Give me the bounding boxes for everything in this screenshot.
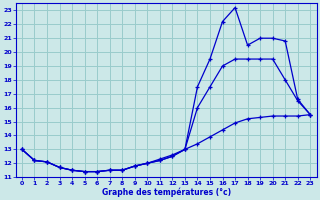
- X-axis label: Graphe des températures (°c): Graphe des températures (°c): [101, 187, 231, 197]
